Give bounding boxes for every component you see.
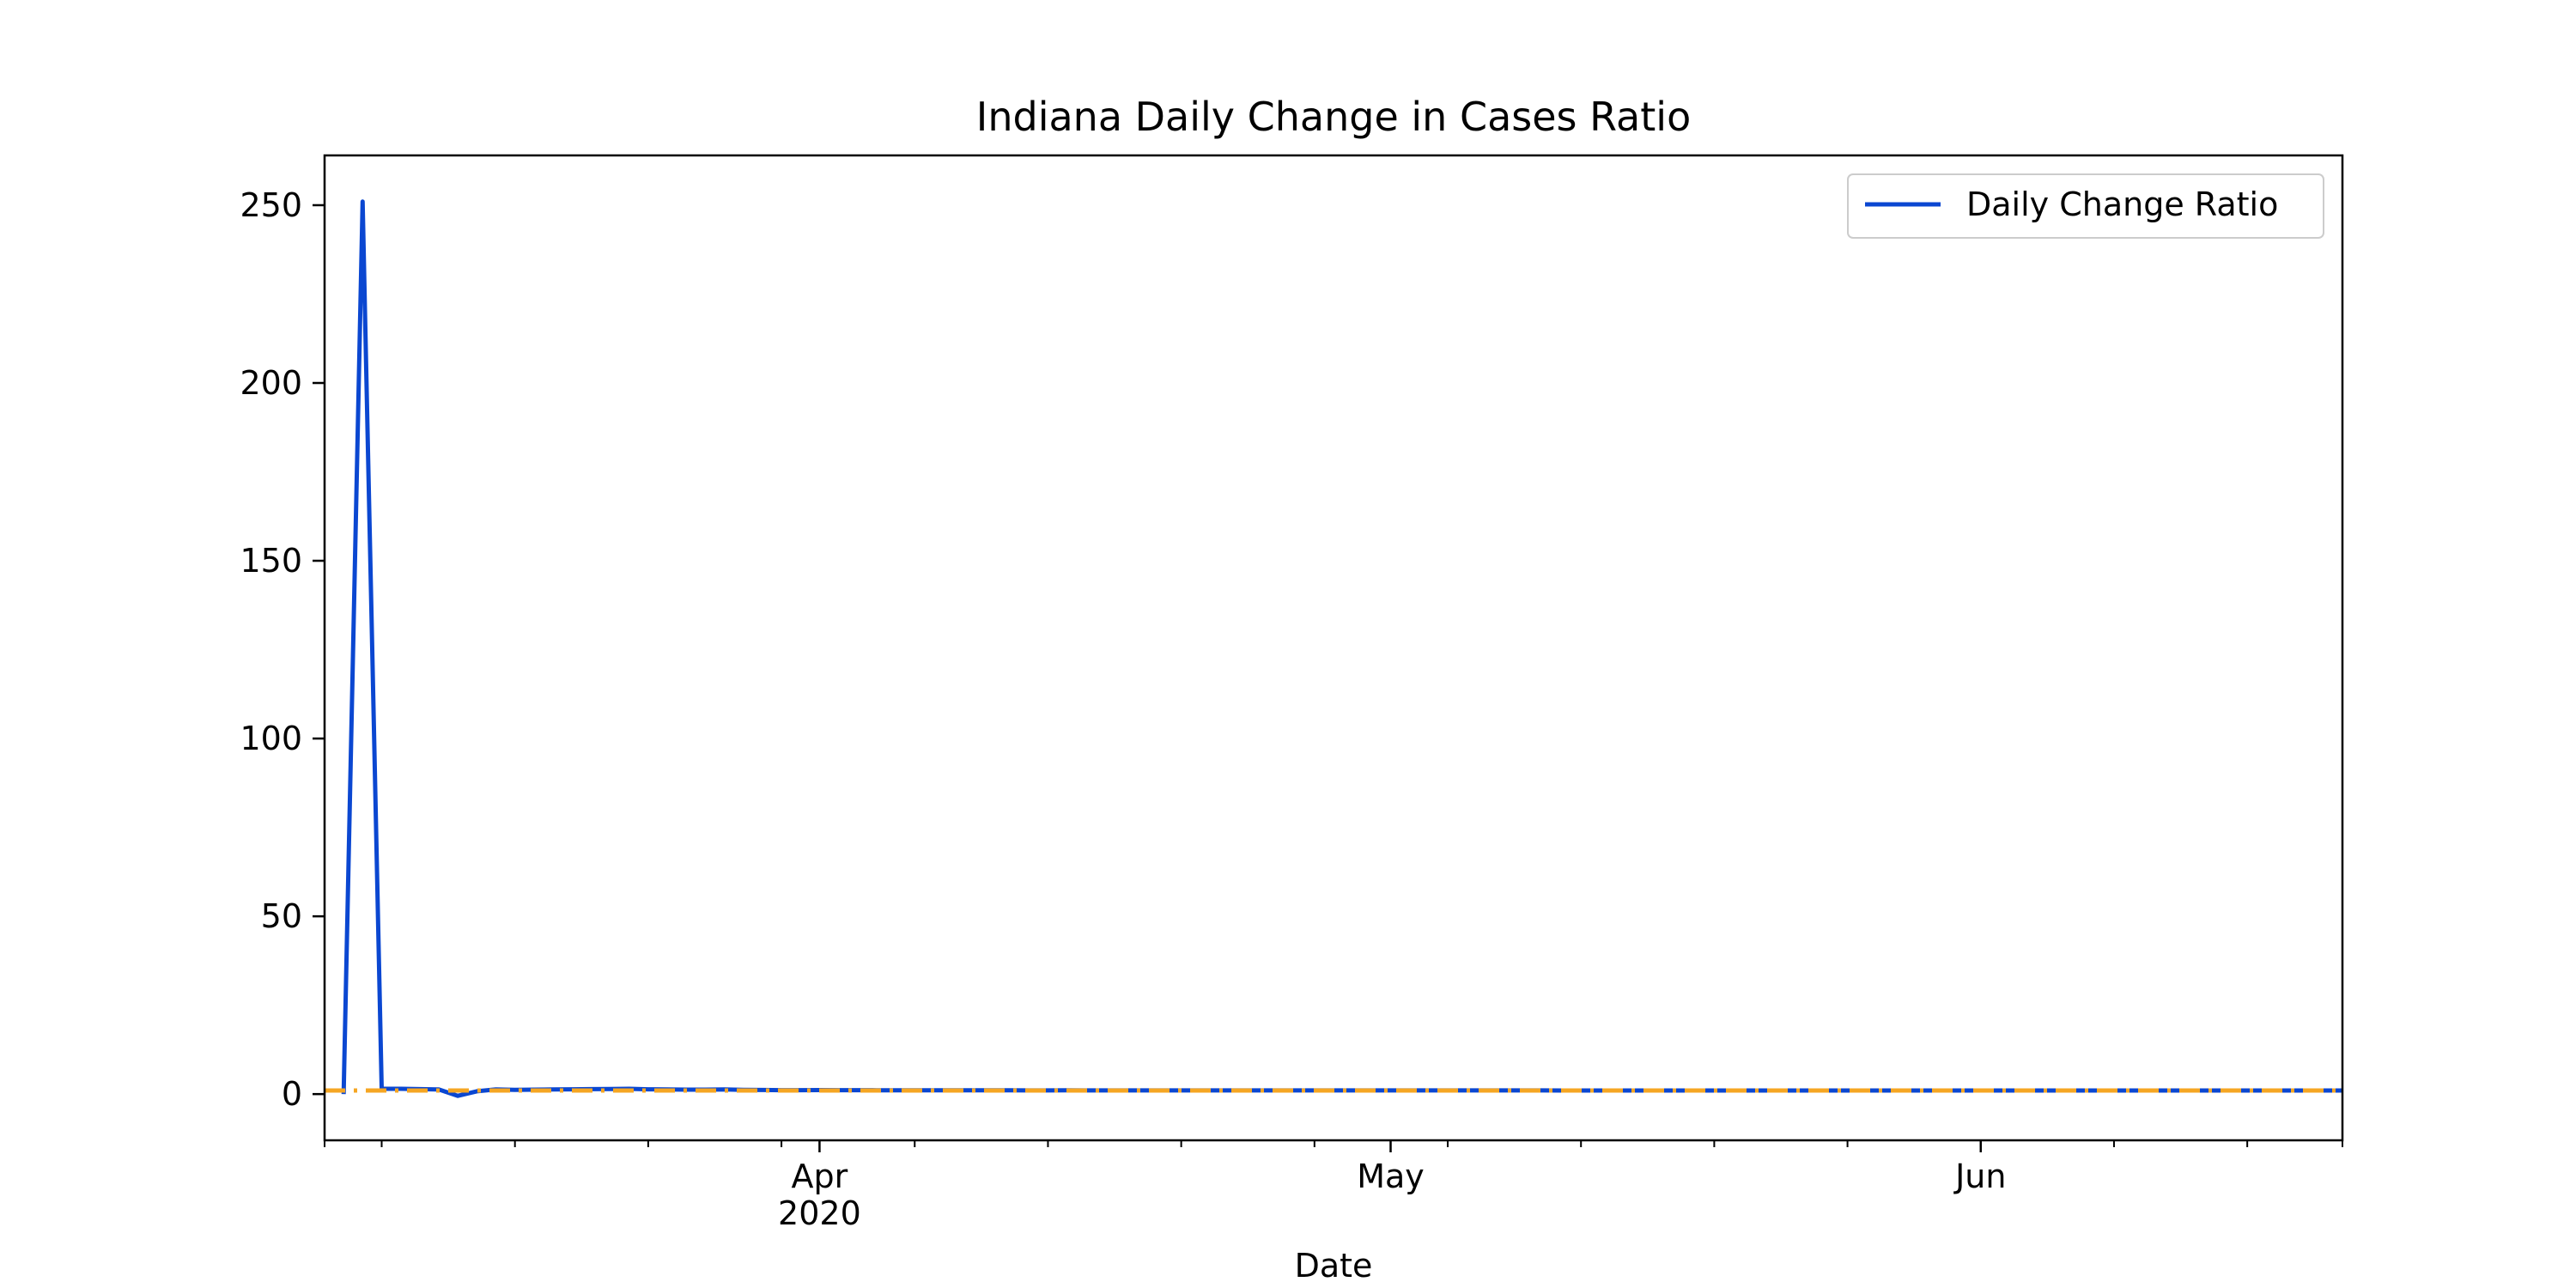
x-tick-label-0: Apr (792, 1157, 848, 1195)
legend-label: Daily Change Ratio (1966, 185, 2278, 223)
y-tick-label-200: 200 (240, 364, 302, 402)
y-tick-label-0: 0 (282, 1075, 302, 1113)
x-tick-sublabel-0: 2020 (778, 1194, 861, 1232)
plot-frame (323, 154, 2344, 1142)
y-axis: 0 50 100 150 200 250 (240, 186, 325, 1113)
x-axis-label: Date (1295, 1247, 1373, 1285)
legend-box (1847, 173, 2324, 239)
legend: Daily Change Ratio (1847, 173, 2324, 239)
y-tick-label-100: 100 (240, 720, 302, 757)
x-tick-label-1: May (1357, 1157, 1425, 1195)
x-tick-label-2: Jun (1953, 1157, 2006, 1195)
series-line-0 (341, 199, 2342, 1098)
chart-title: Indiana Daily Change in Cases Ratio (976, 94, 1691, 140)
y-tick-label-150: 150 (240, 542, 302, 580)
y-tick-label-250: 250 (240, 186, 302, 224)
y-tick-label-50: 50 (261, 897, 302, 935)
plot-area (325, 199, 2342, 1098)
